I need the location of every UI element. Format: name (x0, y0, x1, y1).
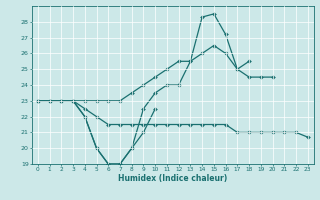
X-axis label: Humidex (Indice chaleur): Humidex (Indice chaleur) (118, 174, 228, 183)
